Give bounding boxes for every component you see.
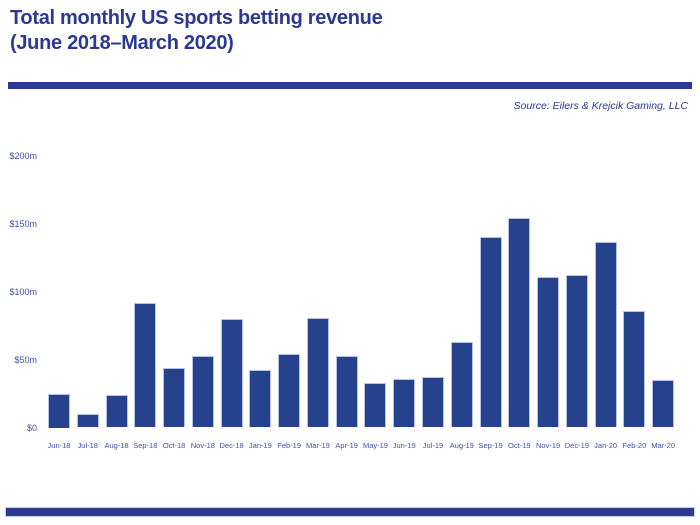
bar-Aug-19 [450, 341, 473, 428]
chart-title-line1: Total monthly US sports betting revenue [10, 7, 383, 29]
x-axis-tick-label: Jan-20 [594, 441, 618, 450]
bar-Feb-19 [278, 354, 301, 428]
x-axis-tick-label: Nov-19 [535, 441, 561, 450]
bar-Mar-20 [652, 379, 675, 428]
y-axis-tick-label: $100m [9, 286, 37, 297]
bar-Nov-19 [537, 276, 560, 428]
bar-Jul-19 [422, 377, 444, 428]
x-axis-tick-label: Apr-19 [335, 441, 358, 450]
bar-Jun-19 [393, 378, 416, 428]
chart-title-line2: (June 2018–March 2020) [10, 32, 234, 54]
x-axis-tick-label: Oct-18 [162, 441, 186, 450]
x-axis-tick-label: Jan-19 [248, 441, 272, 450]
x-axis-tick-label: Feb-20 [622, 441, 647, 450]
bar-Jul-18 [76, 413, 99, 428]
x-axis-tick-label: Mar-19 [306, 441, 330, 450]
x-axis-tick-label: Aug-18 [104, 441, 129, 450]
bar-Dec-18 [220, 318, 243, 428]
x-axis-tick-label: Jun-18 [47, 441, 71, 450]
bar-Mar-19 [306, 317, 329, 428]
y-axis-tick-label: $200m [9, 151, 37, 161]
bar-Sep-19 [479, 237, 502, 428]
x-axis-tick-label: Feb-19 [277, 441, 302, 450]
bar-Nov-18 [191, 355, 214, 428]
top-divider [8, 82, 692, 89]
x-axis-tick-label: Jun-19 [392, 441, 416, 450]
bar-Oct-19 [508, 218, 531, 428]
bar-Feb-20 [623, 310, 646, 428]
x-axis-tick-label: Jul-19 [422, 441, 444, 450]
x-axis-tick-label: Dec-18 [219, 441, 244, 450]
bar-Sep-18 [134, 302, 157, 428]
y-axis-tick-label: $50m [14, 354, 37, 365]
bar-Dec-19 [565, 275, 588, 428]
y-axis-tick-label: $150m [9, 218, 37, 229]
x-axis-tick-label: Nov-18 [190, 441, 215, 450]
x-axis-tick-label: Dec-19 [564, 441, 589, 450]
x-axis-tick-label: Mar-20 [651, 441, 676, 450]
bar-May-19 [364, 382, 387, 428]
x-axis-tick-label: Sep-18 [133, 441, 158, 450]
bar-Jan-19 [249, 370, 272, 428]
x-axis-tick-label: Sep-19 [478, 441, 503, 450]
x-axis-tick-label: Aug-19 [449, 441, 474, 450]
bar-Oct-18 [163, 367, 186, 428]
x-axis-tick-label: Oct-19 [508, 441, 531, 450]
bar-Apr-19 [335, 355, 358, 428]
x-axis-tick-label: Jul-18 [77, 441, 98, 450]
y-axis-tick-label: $0 [26, 422, 37, 433]
bar-Jun-18 [48, 393, 70, 428]
bar-Aug-18 [105, 394, 128, 428]
chart-title: Total monthly US sports betting revenue … [10, 6, 383, 56]
x-axis-tick-label: May-19 [362, 441, 388, 450]
source-credit: Source: Eilers & Krejcik Gaming, LLC [513, 100, 688, 112]
bottom-divider [5, 507, 695, 517]
bar-Jan-20 [594, 241, 617, 428]
